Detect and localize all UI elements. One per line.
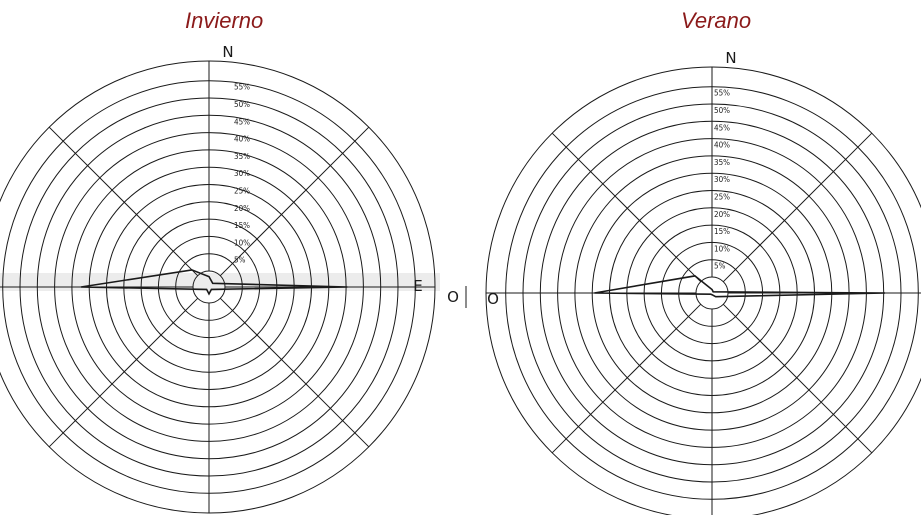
label-north: N xyxy=(222,43,233,61)
wind-polygon xyxy=(80,269,348,296)
ring-label-3: 15% xyxy=(714,227,730,236)
ring-label-6: 30% xyxy=(234,169,250,178)
ring-label-3: 15% xyxy=(234,221,250,230)
ring-label-1: 5% xyxy=(714,262,726,271)
ring-label-11: 55% xyxy=(714,89,730,98)
calm-circle xyxy=(695,276,729,310)
wind-rose-verano: 5%10%15%20%25%30%35%40%45%50%55%NSO xyxy=(485,49,921,515)
ring-label-9: 45% xyxy=(234,117,250,126)
wind-rose-invierno: 5%10%15%20%25%30%35%40%45%50%55%NSE xyxy=(0,43,440,514)
ring-label-2: 10% xyxy=(714,244,730,253)
label-east: E xyxy=(413,277,422,295)
ring-label-7: 35% xyxy=(714,158,730,167)
ring-label-4: 20% xyxy=(714,210,730,219)
ring-label-1: 5% xyxy=(234,256,246,265)
chart-title-invierno: Invierno xyxy=(185,8,264,33)
ring-label-7: 35% xyxy=(234,152,250,161)
ring-label-11: 55% xyxy=(234,83,250,92)
spoke-se xyxy=(219,297,370,448)
label-west: O xyxy=(487,290,499,308)
wind-polygon xyxy=(594,275,886,298)
ring-label-6: 30% xyxy=(714,175,730,184)
outer-ring xyxy=(485,66,921,515)
spoke-ne xyxy=(722,132,873,283)
ring-label-8: 40% xyxy=(234,135,250,144)
ring-label-2: 10% xyxy=(234,238,250,247)
ring-label-10: 50% xyxy=(234,100,250,109)
spoke-so xyxy=(48,297,199,448)
spoke-so xyxy=(551,303,702,454)
ring-label-9: 45% xyxy=(714,123,730,132)
spoke-no xyxy=(551,132,702,283)
label-north: N xyxy=(725,49,736,67)
ring-label-5: 25% xyxy=(714,193,730,202)
ring-label-10: 50% xyxy=(714,106,730,115)
spoke-se xyxy=(722,303,873,454)
label-west-invierno: O xyxy=(447,288,459,306)
ring-label-5: 25% xyxy=(234,187,250,196)
spoke-no xyxy=(48,126,199,277)
ring-label-8: 40% xyxy=(714,141,730,150)
chart-title-verano: Verano xyxy=(681,8,752,33)
spoke-ne xyxy=(219,126,370,277)
ring-label-4: 20% xyxy=(234,204,250,213)
